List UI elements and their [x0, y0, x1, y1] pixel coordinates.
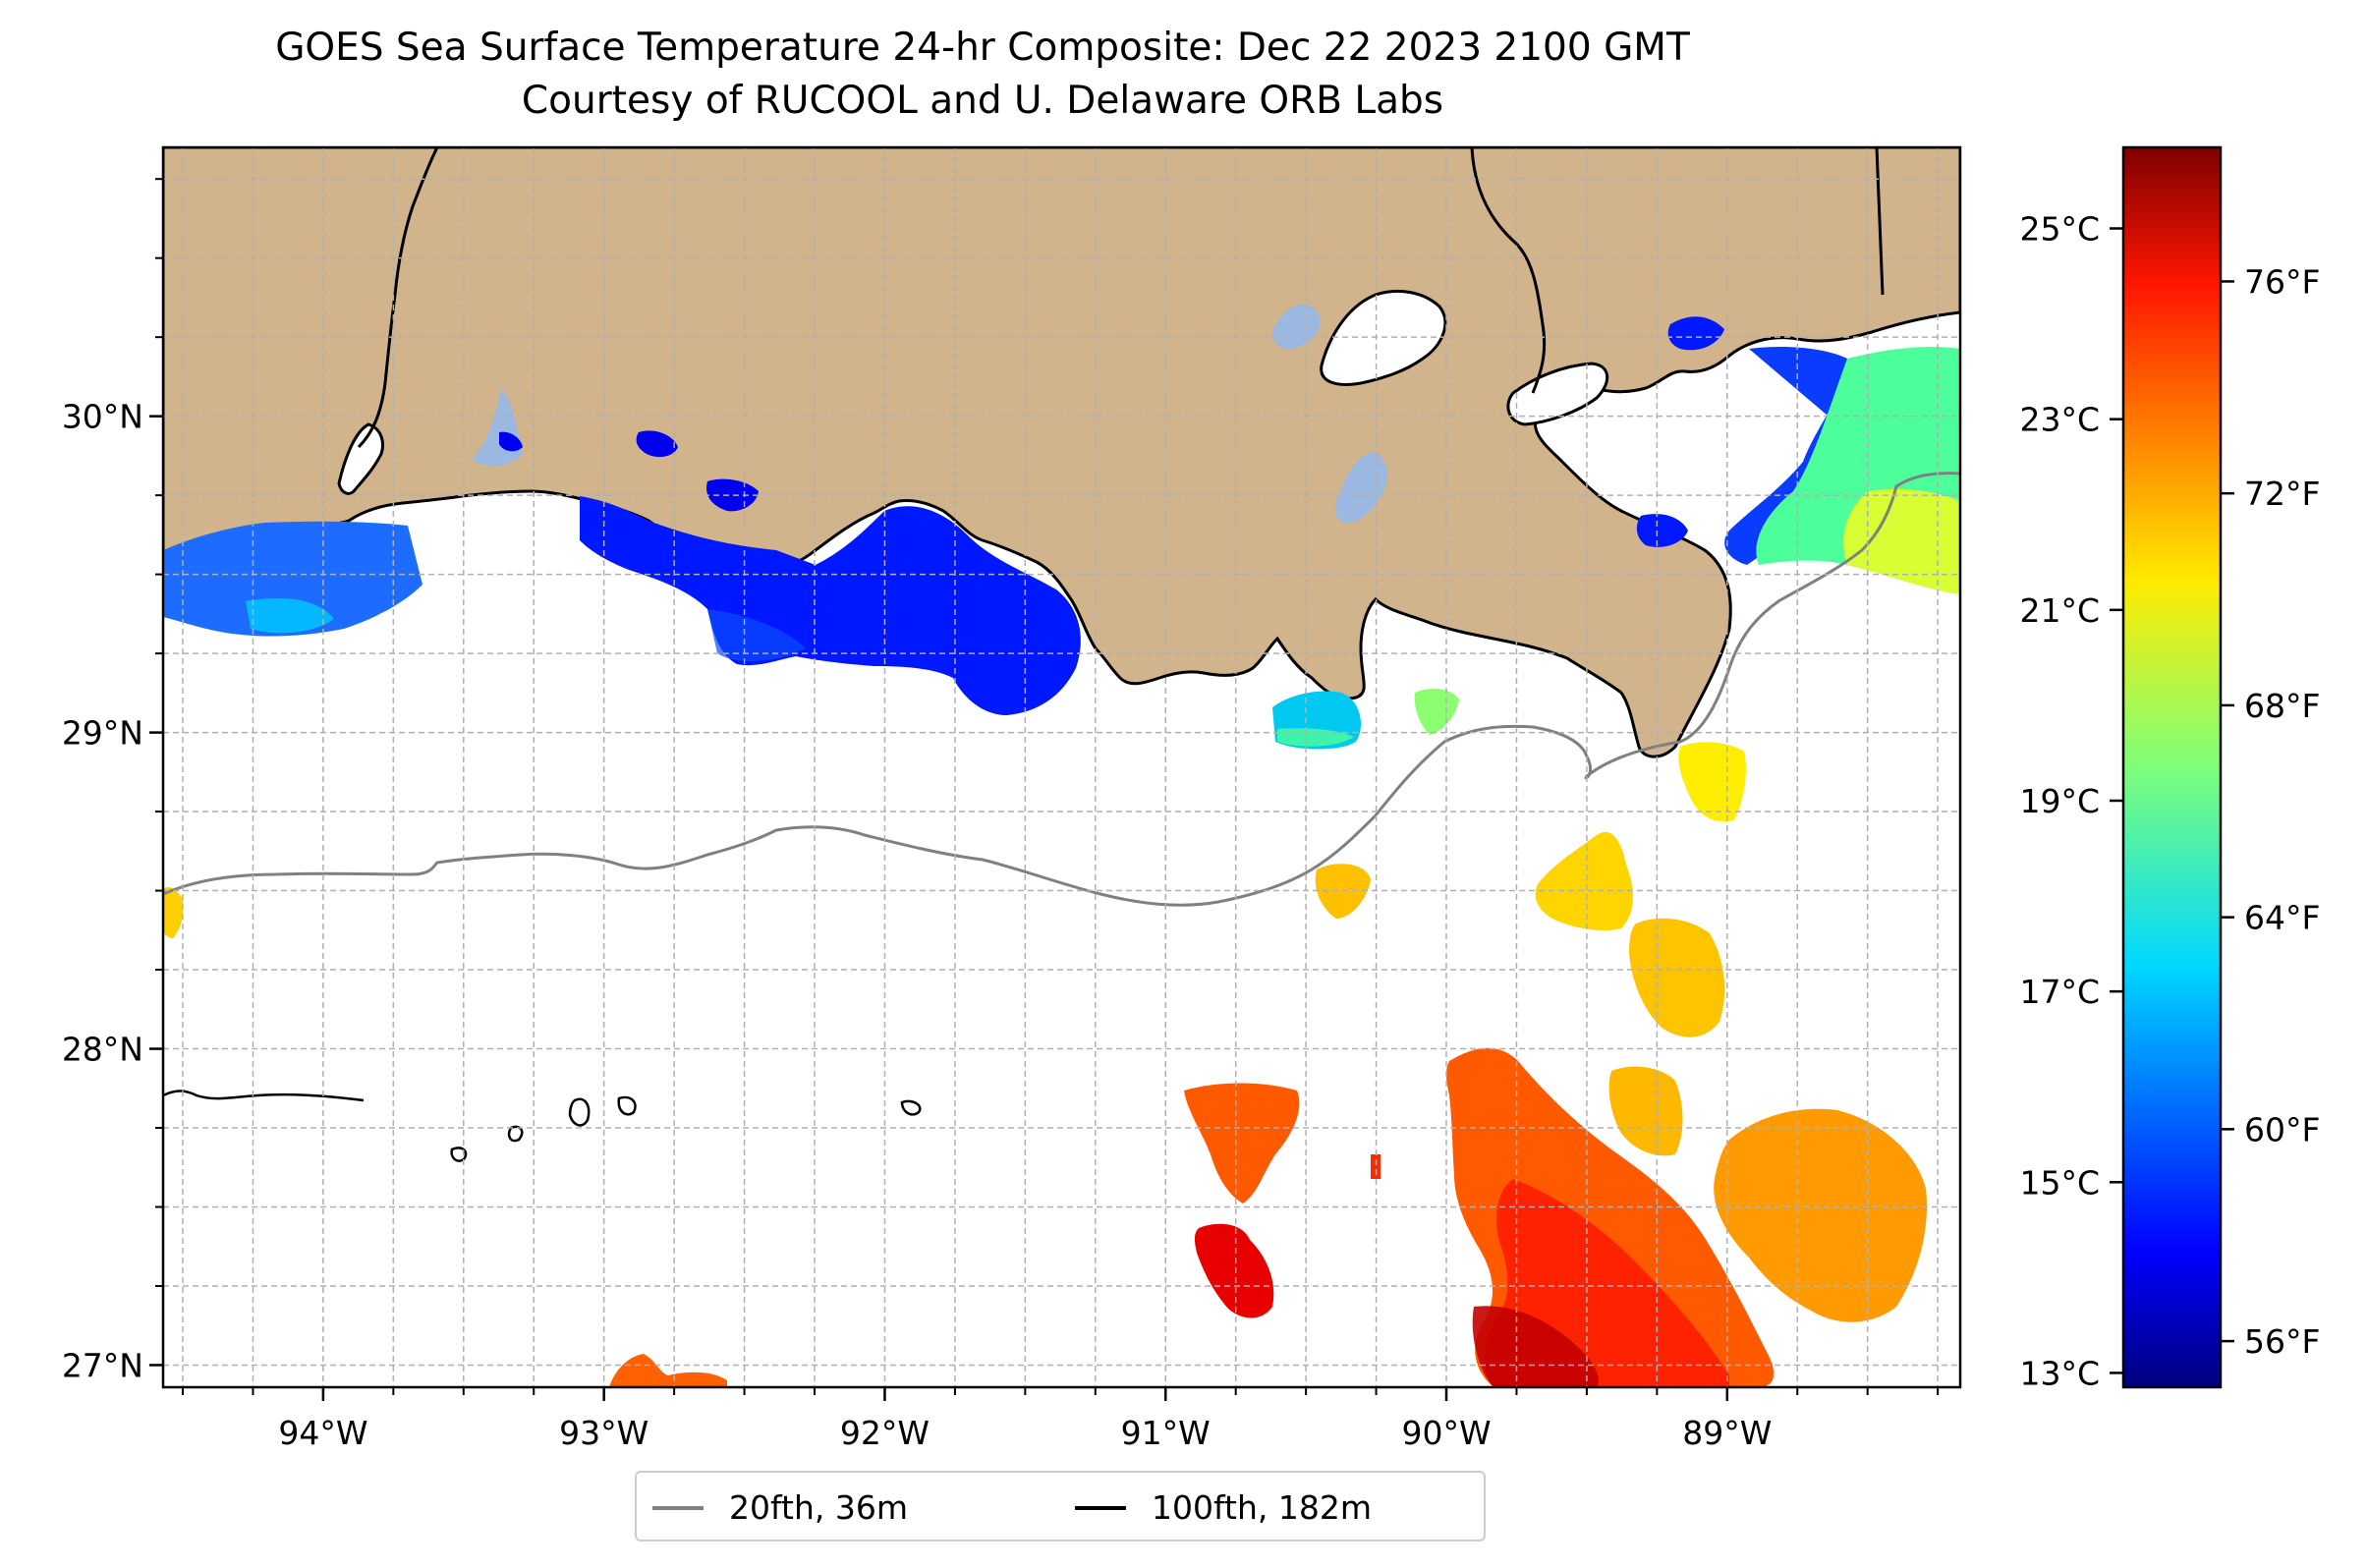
fahrenheit-tick-label: 76°F — [2244, 262, 2320, 301]
fahrenheit-tick-label: 68°F — [2244, 687, 2320, 725]
lat-tick-label: 30°N — [62, 398, 143, 436]
fahrenheit-tick-label: 72°F — [2244, 475, 2320, 513]
sst-patch-chandeleur — [1667, 316, 1724, 351]
lake-breton — [1506, 362, 1609, 426]
sst-patch-shelf-orange-east — [1629, 918, 1725, 1037]
lat-tick-label: 27°N — [62, 1346, 143, 1384]
legend-item-100fth: 100fth, 182m — [1075, 1488, 1372, 1527]
sst-patch-birdsfoot — [1636, 514, 1688, 547]
lon-tick-label: 92°W — [840, 1414, 930, 1452]
sst-patch-mid-orange-red — [1184, 1083, 1300, 1204]
sst-patch-red-south — [1194, 1223, 1274, 1318]
lon-tick-label: 93°W — [559, 1414, 648, 1452]
legend-swatch-20fth — [652, 1505, 704, 1510]
sst-patch-shelf-yellow — [1678, 742, 1746, 822]
sst-patch-se-orange — [1714, 1108, 1927, 1322]
map-axes: 94°W 93°W 92°W 91°W 90°W 89°W 30°N 29°N 28°N 27°N — [62, 178, 1940, 1452]
lake-pontchartrain — [1320, 289, 1447, 386]
lake-maurepas — [1271, 304, 1321, 350]
legend-item-20fth: 20fth, 36m — [652, 1488, 908, 1527]
fahrenheit-tick-label: 60°F — [2244, 1110, 2320, 1148]
legend-label-20fth: 20fth, 36m — [729, 1488, 908, 1527]
celsius-tick-label: 25°C — [2019, 210, 2100, 249]
sst-patch-ms-sound — [1724, 347, 1847, 565]
map-area — [163, 147, 1960, 1387]
lon-tick-label: 90°W — [1401, 1414, 1491, 1452]
celsius-tick-label: 15°C — [2019, 1163, 2100, 1202]
chart-subtitle: Courtesy of RUCOOL and U. Delaware ORB L… — [521, 79, 1444, 123]
sst-patch-marsh — [706, 478, 759, 512]
fahrenheit-tick-label: 56°F — [2244, 1322, 2320, 1361]
celsius-tick-label: 17°C — [2019, 973, 2100, 1011]
sst-patch-west-yellow — [163, 887, 184, 938]
lat-tick-label: 28°N — [62, 1031, 143, 1069]
sst-patch-warm-core-dark — [1472, 1306, 1599, 1387]
lon-tick-label: 89°W — [1682, 1414, 1772, 1452]
river-mississippi — [1470, 147, 1547, 394]
celsius-tick-label: 21°C — [2019, 591, 2100, 630]
contour-legend: 20fth, 36m 100fth, 182m — [635, 1471, 1486, 1541]
lake-calcasieu — [337, 422, 384, 495]
fahrenheit-tick-label: 64°F — [2244, 899, 2320, 937]
celsius-tick-label: 13°C — [2019, 1354, 2100, 1392]
colorbar — [2121, 145, 2223, 1389]
lon-tick-label: 94°W — [278, 1414, 367, 1452]
sst-patch-west-cyan — [246, 598, 334, 634]
sst-patch-central-blue — [707, 609, 806, 662]
lake-lafayette — [1334, 452, 1387, 524]
legend-swatch-100fth — [1075, 1505, 1126, 1510]
contour-20fth — [163, 472, 1960, 907]
sst-patch-small-red — [1371, 1154, 1381, 1179]
lat-tick-label: 29°N — [62, 714, 143, 753]
sst-patch-mid-orange — [1608, 1066, 1683, 1156]
sst-patch-sw-orange — [609, 1354, 727, 1387]
sst-patch-sabine — [499, 431, 523, 452]
sst-patch-west — [163, 521, 423, 637]
gridlines — [163, 147, 1960, 1387]
colorbar-axes: 13°C 15°C 17°C 19°C 21°C 23°C 25°C 56°F 60°F 64°F… — [2019, 210, 2320, 1393]
state-border — [357, 147, 439, 449]
sst-patch-vermilion — [636, 430, 678, 458]
sst-patch-shelf-cluster — [1535, 831, 1633, 930]
celsius-tick-label: 19°C — [2019, 782, 2100, 820]
map-frame — [161, 145, 1962, 1389]
chart-title: GOES Sea Surface Temperature 24-hr Compo… — [275, 26, 1690, 70]
sst-patch-terrebonne — [1414, 688, 1459, 735]
celsius-tick-label: 23°C — [2019, 401, 2100, 439]
legend-label-100fth: 100fth, 182m — [1152, 1488, 1372, 1527]
sst-patch-ms-bight-yellow — [1843, 489, 1960, 594]
state-border-ms — [1875, 147, 1885, 296]
lon-tick-label: 91°W — [1121, 1414, 1211, 1452]
